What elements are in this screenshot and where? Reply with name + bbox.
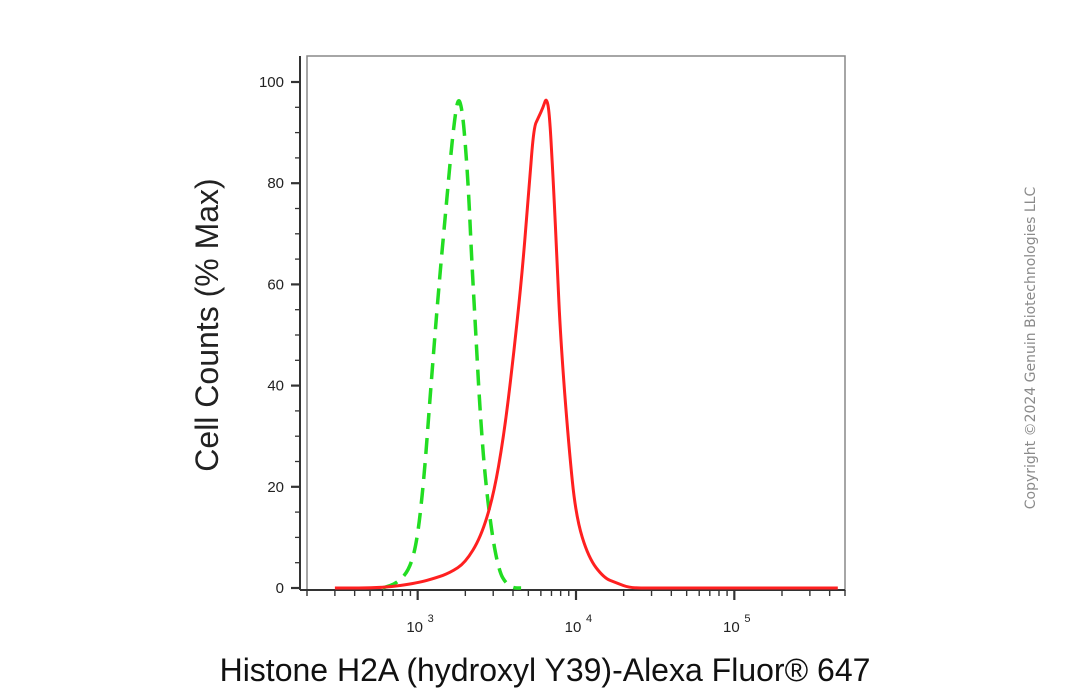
x-axis: 10 3 10 4 10 5 xyxy=(300,589,846,636)
x-axis-label: Histone H2A (hydroxyl Y39)-Alexa Fluor® … xyxy=(220,652,871,688)
y-tick-label: 20 xyxy=(267,479,284,496)
y-tick-label: 40 xyxy=(267,378,284,395)
x-tick-label: 10 xyxy=(565,619,582,636)
x-tick-exponent: 3 xyxy=(428,613,434,625)
control-series-line xyxy=(381,99,522,590)
copyright-notice: Copyright ©2024 Genuin Biotechnologies L… xyxy=(1023,187,1039,510)
y-tick-label: 60 xyxy=(267,276,284,293)
sample-series-line xyxy=(334,98,838,590)
y-tick-label: 80 xyxy=(267,175,284,192)
y-tick-label: 100 xyxy=(259,74,284,91)
series-group xyxy=(334,98,838,590)
y-axis-label: Cell Counts (% Max) xyxy=(189,178,225,471)
y-tick-label: 0 xyxy=(276,580,284,597)
x-tick-exponent: 5 xyxy=(744,613,750,625)
x-tick-label: 10 xyxy=(723,619,740,636)
x-tick-label: 10 xyxy=(406,619,423,636)
x-tick-exponent: 4 xyxy=(586,613,592,625)
y-axis: 0 20 40 60 80 100 xyxy=(259,56,301,597)
